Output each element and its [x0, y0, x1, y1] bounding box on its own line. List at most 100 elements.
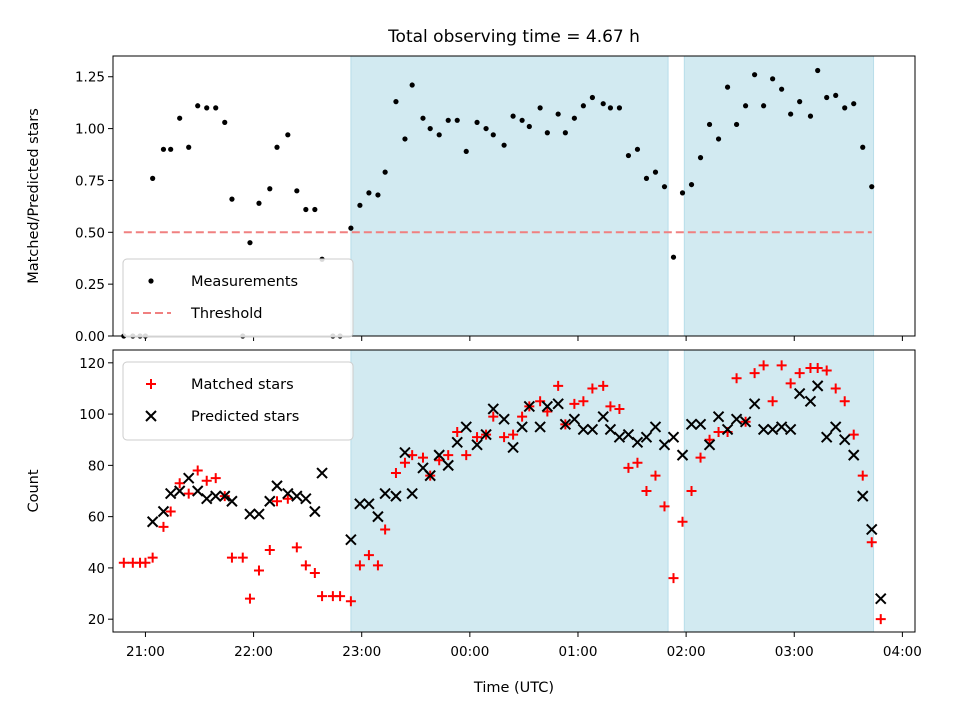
predicted-stars-point-78 [875, 592, 887, 605]
matched-stars-point-18 [272, 496, 283, 507]
measurements-point-28 [366, 190, 372, 196]
measurements-point-20 [294, 188, 300, 194]
predicted-stars-point-30 [442, 459, 454, 472]
count-panel: 20 40 60 80 100 120 21:00 22:00 23:00 00:00 01:00 0… [26, 349, 922, 696]
measurements-point-56 [616, 105, 623, 111]
y-tick-label: 120 [79, 356, 105, 372]
predicted-stars-point-65 [757, 423, 770, 436]
measurements-point-57 [625, 152, 632, 159]
matched-stars-point-81 [839, 396, 850, 407]
measurements-point-63 [679, 190, 686, 196]
legend-x-marker [145, 410, 157, 422]
measurements-point-74 [779, 86, 785, 92]
matched-stars-point-45 [517, 411, 528, 422]
matched-stars-point-6 [165, 506, 176, 517]
predicted-stars-point-41 [541, 400, 554, 413]
measurements-point-22 [312, 206, 318, 213]
y-tick-label: 100 [79, 407, 105, 423]
matched-stars-point-71 [749, 368, 760, 379]
matched-stars-point-56 [614, 403, 625, 414]
x-tick-label: 02:00 [667, 644, 706, 660]
matched-stars-point-4 [147, 552, 158, 563]
predicted-stars-point-75 [848, 449, 860, 461]
matched-stars-point-10 [201, 475, 212, 486]
predicted-stars-point-31 [451, 436, 463, 448]
matched-stars-point-29 [372, 560, 383, 571]
predicted-stars-point-2 [164, 487, 177, 500]
measurements-point-19 [285, 132, 291, 138]
x-tick-label: 01:00 [559, 644, 598, 660]
matched-stars-point-32 [399, 457, 410, 468]
predicted-stars-point-35 [487, 403, 499, 415]
measurements-point-60 [652, 169, 659, 175]
predicted-stars-point-5 [191, 485, 204, 497]
predicted-stars-point-33 [471, 439, 483, 451]
legend-dot-marker [148, 278, 154, 284]
predicted-stars-point-24 [390, 490, 402, 502]
matched-stars-point-39 [461, 450, 472, 461]
y-tick-label: 1.25 [75, 70, 105, 86]
matched-stars-point-54 [598, 380, 609, 391]
predicted-stars-point-9 [226, 495, 238, 507]
matched-stars-point-31 [390, 468, 401, 479]
count-y-axis-label: Count [26, 469, 42, 512]
predicted-stars-point-63 [739, 416, 752, 428]
predicted-stars-point-6 [201, 492, 213, 505]
predicted-stars-point-20 [354, 498, 366, 510]
predicted-stars-point-10 [244, 508, 256, 520]
measurements-point-27 [357, 202, 363, 208]
matched-stars-point-40 [472, 432, 483, 443]
predicted-stars-point-14 [282, 487, 294, 500]
predicted-stars-point-28 [424, 469, 436, 482]
ratio-panel: 0.00 0.25 0.50 0.75 1.00 1.25 Total observing… [26, 27, 916, 345]
measurements-point-62 [670, 254, 677, 260]
predicted-stars-point-8 [219, 490, 231, 502]
measurements-point-55 [607, 105, 614, 111]
predicted-stars-point-56 [676, 449, 689, 461]
measurements-point-11 [213, 105, 219, 111]
y-tick-label: 1.00 [75, 122, 105, 138]
matched-stars-point-30 [380, 524, 391, 535]
matched-stars-point-60 [650, 470, 661, 481]
predicted-stars-point-48 [604, 423, 617, 436]
measurements-point-59 [643, 175, 650, 181]
matched-stars-point-57 [623, 462, 634, 473]
measurements-point-13 [229, 196, 235, 202]
measurements-point-51 [571, 115, 577, 121]
predicted-stars-point-51 [631, 436, 644, 448]
predicted-stars-point-16 [300, 492, 312, 505]
x-tick-label: 00:00 [450, 644, 489, 660]
matched-stars-point-43 [499, 432, 510, 443]
measurements-point-21 [303, 206, 309, 213]
predicted-stars-point-52 [640, 431, 653, 443]
measurements-point-71 [752, 72, 758, 78]
matched-stars-point-48 [542, 406, 553, 417]
predicted-stars-point-21 [363, 498, 375, 510]
predicted-stars-point-18 [316, 467, 328, 479]
matched-stars-point-66 [704, 434, 715, 445]
predicted-stars-point-29 [433, 449, 445, 461]
matched-stars-point-53 [587, 383, 598, 394]
measurements-point-48 [544, 130, 550, 136]
measurements-point-9 [195, 103, 201, 109]
predicted-stars-point-12 [264, 495, 276, 507]
predicted-stars-point-15 [291, 490, 303, 502]
count-legend: Matched stars Predicted stars [122, 361, 354, 441]
matched-stars-point-52 [578, 396, 589, 407]
measurements-point-72 [761, 103, 767, 109]
measurements-point-47 [537, 105, 543, 111]
x-tick-label: 03:00 [775, 644, 814, 660]
measurements-point-82 [851, 101, 857, 107]
shaded-window-1 [350, 55, 669, 337]
measurements-point-66 [706, 121, 713, 128]
legend-label: Predicted stars [191, 409, 299, 425]
predicted-stars-point-37 [507, 441, 519, 454]
predicted-stars-point-50 [622, 428, 635, 441]
measurements-point-67 [715, 136, 722, 142]
legend-box [122, 258, 354, 338]
matched-stars-point-72 [758, 360, 769, 371]
x-tick-label: 22:00 [234, 644, 273, 660]
matched-stars-point-62 [668, 573, 679, 584]
matched-stars-point-8 [183, 488, 194, 499]
